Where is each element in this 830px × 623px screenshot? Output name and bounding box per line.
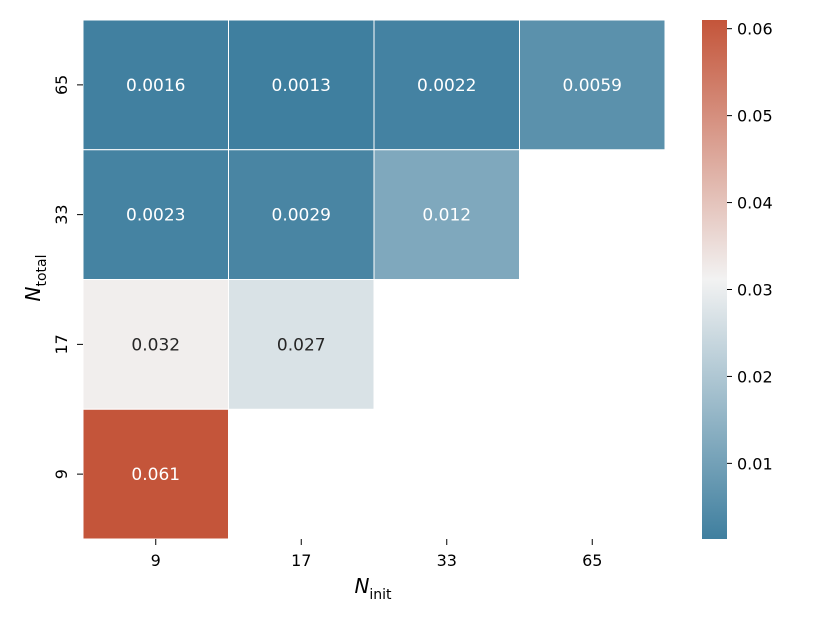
- heatmap-cell: [82, 279, 229, 410]
- heatmap-cell: [82, 408, 229, 540]
- x-tick-label: 9: [151, 551, 161, 570]
- y-axis-ticks: 65 33 17 9: [52, 75, 83, 479]
- colorbar-tick-label: 0.05: [737, 107, 773, 126]
- heatmap-cell: [519, 19, 666, 151]
- colorbar-tick-label: 0.03: [737, 280, 773, 299]
- heatmap-cell: [82, 19, 229, 151]
- heatmap-cell: [373, 19, 520, 151]
- colorbar-tick-label: 0.01: [737, 454, 773, 473]
- colorbar-tick-label: 0.02: [737, 367, 773, 386]
- x-tick-label: 33: [437, 551, 457, 570]
- cell-value-label: 0.0022: [417, 76, 476, 96]
- cell-value-label: 0.061: [131, 465, 180, 485]
- cell-value-label: 0.0023: [126, 206, 185, 226]
- heatmap-cells: 0.0016 0.0013 0.0022 0.0059 0.0023 0.0029 0.01…: [82, 19, 666, 540]
- x-axis-label: Ninit: [354, 574, 392, 603]
- colorbar-ticks: 0.01 0.02 0.03 0.04 0.05 0.06: [727, 20, 773, 473]
- x-axis-ticks: 9 17 33 65: [151, 539, 602, 570]
- x-tick-label: 65: [582, 551, 602, 570]
- heatmap-cell: [373, 149, 520, 280]
- y-tick-label: 9: [52, 469, 71, 479]
- x-tick-label: 17: [291, 551, 311, 570]
- colorbar: [702, 20, 727, 539]
- heatmap-cell: [228, 19, 375, 151]
- cell-value-label: 0.0029: [272, 206, 331, 226]
- heatmap-cell: [228, 149, 375, 280]
- heatmap-cell: [228, 279, 375, 410]
- cell-value-label: 0.0059: [563, 76, 622, 96]
- cell-value-label: 0.027: [277, 335, 326, 355]
- colorbar-tick-label: 0.06: [737, 20, 773, 39]
- y-tick-label: 33: [52, 204, 71, 224]
- cell-value-label: 0.0013: [272, 76, 331, 96]
- cell-value-label: 0.0016: [126, 76, 185, 96]
- y-tick-label: 17: [52, 334, 71, 354]
- colorbar-tick-label: 0.04: [737, 194, 773, 213]
- y-axis-label: Ntotal: [21, 255, 50, 302]
- heatmap-cell: [82, 149, 229, 280]
- cell-value-label: 0.032: [131, 335, 180, 355]
- y-tick-label: 65: [52, 75, 71, 95]
- cell-value-label: 0.012: [422, 206, 471, 226]
